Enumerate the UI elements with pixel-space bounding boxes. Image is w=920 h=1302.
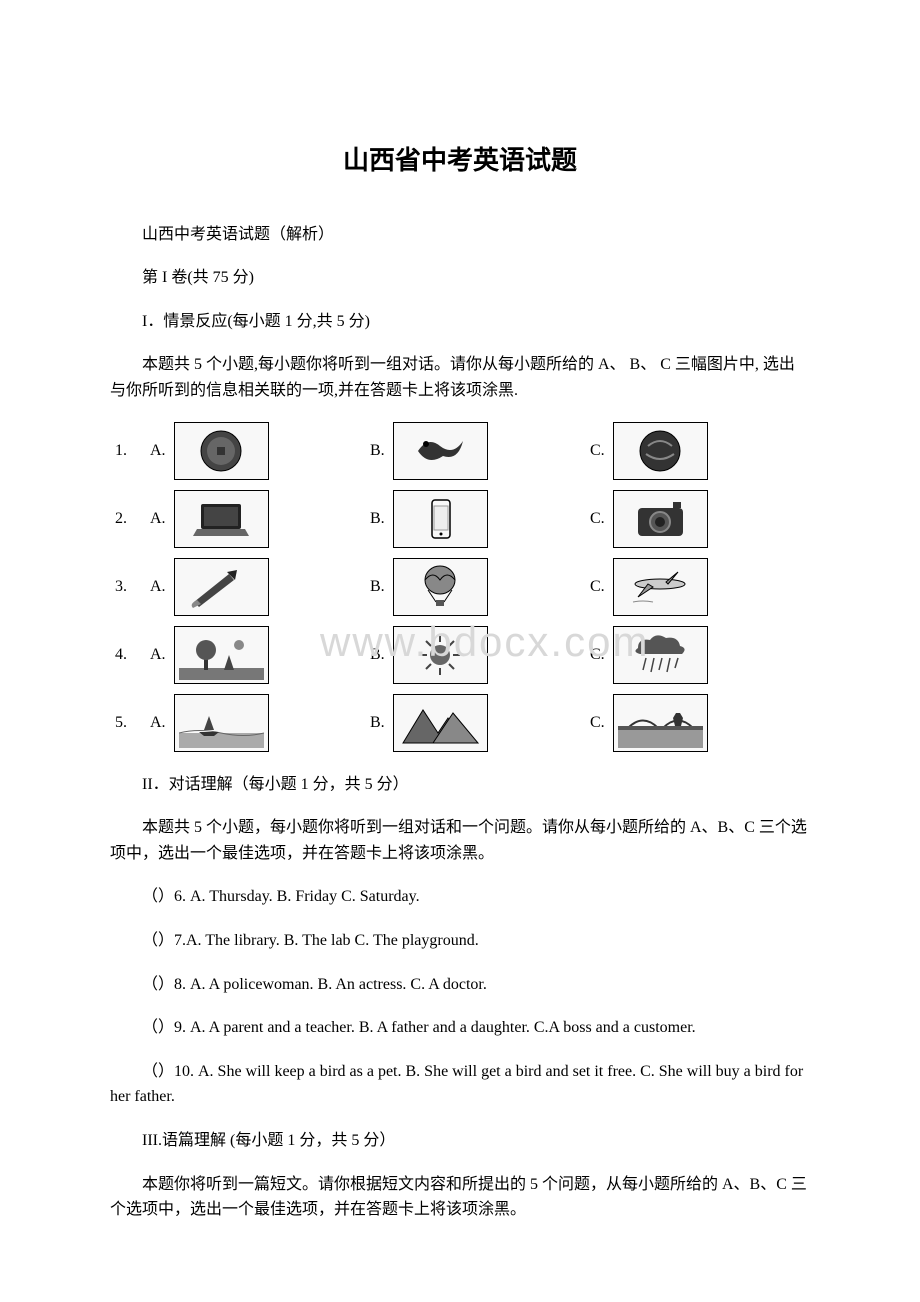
image-box bbox=[174, 558, 269, 616]
image-box bbox=[613, 490, 708, 548]
option-group: A. bbox=[150, 490, 370, 548]
option-label-b: B. bbox=[370, 710, 385, 736]
coin-icon bbox=[179, 426, 264, 476]
option-label-b: B. bbox=[370, 506, 385, 532]
balloon-icon bbox=[398, 562, 483, 612]
option-group: C. bbox=[590, 490, 810, 548]
question-7: （）7.A. The library. B. The lab C. The pl… bbox=[110, 928, 810, 954]
image-box bbox=[613, 422, 708, 480]
option-group: B. bbox=[370, 626, 590, 684]
section3-heading: III.语篇理解 (每小题 1 分，共 5 分） bbox=[110, 1128, 810, 1154]
image-box bbox=[613, 626, 708, 684]
option-group: C. bbox=[590, 626, 810, 684]
part-header: 第 I 卷(共 75 分) bbox=[110, 265, 810, 291]
option-label-b: B. bbox=[370, 642, 385, 668]
image-box bbox=[393, 490, 488, 548]
image-grid-wrapper: 1. A. B. C. 2. bbox=[110, 422, 810, 752]
section2-instruction: 本题共 5 个小题，每小题你将听到一组对话和一个问题。请你从每小题所给的 A、B… bbox=[110, 815, 810, 866]
image-row-1: 1. A. B. C. bbox=[110, 422, 810, 480]
option-group: A. bbox=[150, 626, 370, 684]
option-label-b: B. bbox=[370, 574, 385, 600]
image-box bbox=[613, 558, 708, 616]
phone-icon bbox=[398, 494, 483, 544]
row-number: 4. bbox=[110, 642, 150, 668]
option-group: C. bbox=[590, 558, 810, 616]
rocket-icon bbox=[179, 562, 264, 612]
tree-icon bbox=[179, 630, 264, 680]
image-row-4: www.bdocx.com 4. A. B. C. bbox=[110, 626, 810, 684]
option-label-c: C. bbox=[590, 710, 605, 736]
boat-icon bbox=[179, 698, 264, 748]
row-number: 1. bbox=[110, 438, 150, 464]
image-grid: 1. A. B. C. 2. bbox=[110, 422, 810, 752]
dragon-icon bbox=[398, 426, 483, 476]
option-group: A. bbox=[150, 694, 370, 752]
option-group: C. bbox=[590, 694, 810, 752]
question-10: （）10. A. She will keep a bird as a pet. … bbox=[110, 1059, 810, 1110]
image-box bbox=[174, 626, 269, 684]
option-group: B. bbox=[370, 422, 590, 480]
image-box bbox=[393, 422, 488, 480]
question-8: （）8. A. A policewoman. B. An actress. C.… bbox=[110, 972, 810, 998]
image-box bbox=[393, 626, 488, 684]
option-group: B. bbox=[370, 558, 590, 616]
option-label-c: C. bbox=[590, 438, 605, 464]
section3-instruction: 本题你将听到一篇短文。请你根据短文内容和所提出的 5 个问题，从每小题所给的 A… bbox=[110, 1172, 810, 1223]
option-label-a: A. bbox=[150, 710, 166, 736]
row-number: 2. bbox=[110, 506, 150, 532]
option-group: A. bbox=[150, 422, 370, 480]
option-group: A. bbox=[150, 558, 370, 616]
camera-icon bbox=[618, 494, 703, 544]
image-box bbox=[393, 558, 488, 616]
page-title: 山西省中考英语试题 bbox=[110, 140, 810, 182]
image-row-2: 2. A. B. C. bbox=[110, 490, 810, 548]
image-row-5: 5. A. B. C. bbox=[110, 694, 810, 752]
option-label-a: A. bbox=[150, 506, 166, 532]
row-number: 5. bbox=[110, 710, 150, 736]
section2-heading: II．对话理解（每小题 1 分，共 5 分） bbox=[110, 772, 810, 798]
option-label-c: C. bbox=[590, 506, 605, 532]
option-label-a: A. bbox=[150, 574, 166, 600]
image-row-3: 3. A. B. C. bbox=[110, 558, 810, 616]
rain-icon bbox=[618, 630, 703, 680]
bridge-icon bbox=[618, 698, 703, 748]
image-box bbox=[174, 490, 269, 548]
mountain-icon bbox=[398, 698, 483, 748]
question-6: （）6. A. Thursday. B. Friday C. Saturday. bbox=[110, 884, 810, 910]
image-box bbox=[393, 694, 488, 752]
image-box bbox=[613, 694, 708, 752]
option-label-a: A. bbox=[150, 438, 166, 464]
option-label-c: C. bbox=[590, 642, 605, 668]
option-label-a: A. bbox=[150, 642, 166, 668]
plane-icon bbox=[618, 562, 703, 612]
sun-icon bbox=[398, 630, 483, 680]
circle-icon bbox=[618, 426, 703, 476]
laptop-icon bbox=[179, 494, 264, 544]
option-group: C. bbox=[590, 422, 810, 480]
image-box bbox=[174, 422, 269, 480]
option-group: B. bbox=[370, 490, 590, 548]
subtitle: 山西中考英语试题（解析） bbox=[110, 222, 810, 248]
image-box bbox=[174, 694, 269, 752]
option-label-b: B. bbox=[370, 438, 385, 464]
option-label-c: C. bbox=[590, 574, 605, 600]
row-number: 3. bbox=[110, 574, 150, 600]
section1-instruction: 本题共 5 个小题,每小题你将听到一组对话。请你从每小题所给的 A、 B、 C … bbox=[110, 352, 810, 403]
question-9: （）9. A. A parent and a teacher. B. A fat… bbox=[110, 1015, 810, 1041]
option-group: B. bbox=[370, 694, 590, 752]
section1-heading: I．情景反应(每小题 1 分,共 5 分) bbox=[110, 309, 810, 335]
